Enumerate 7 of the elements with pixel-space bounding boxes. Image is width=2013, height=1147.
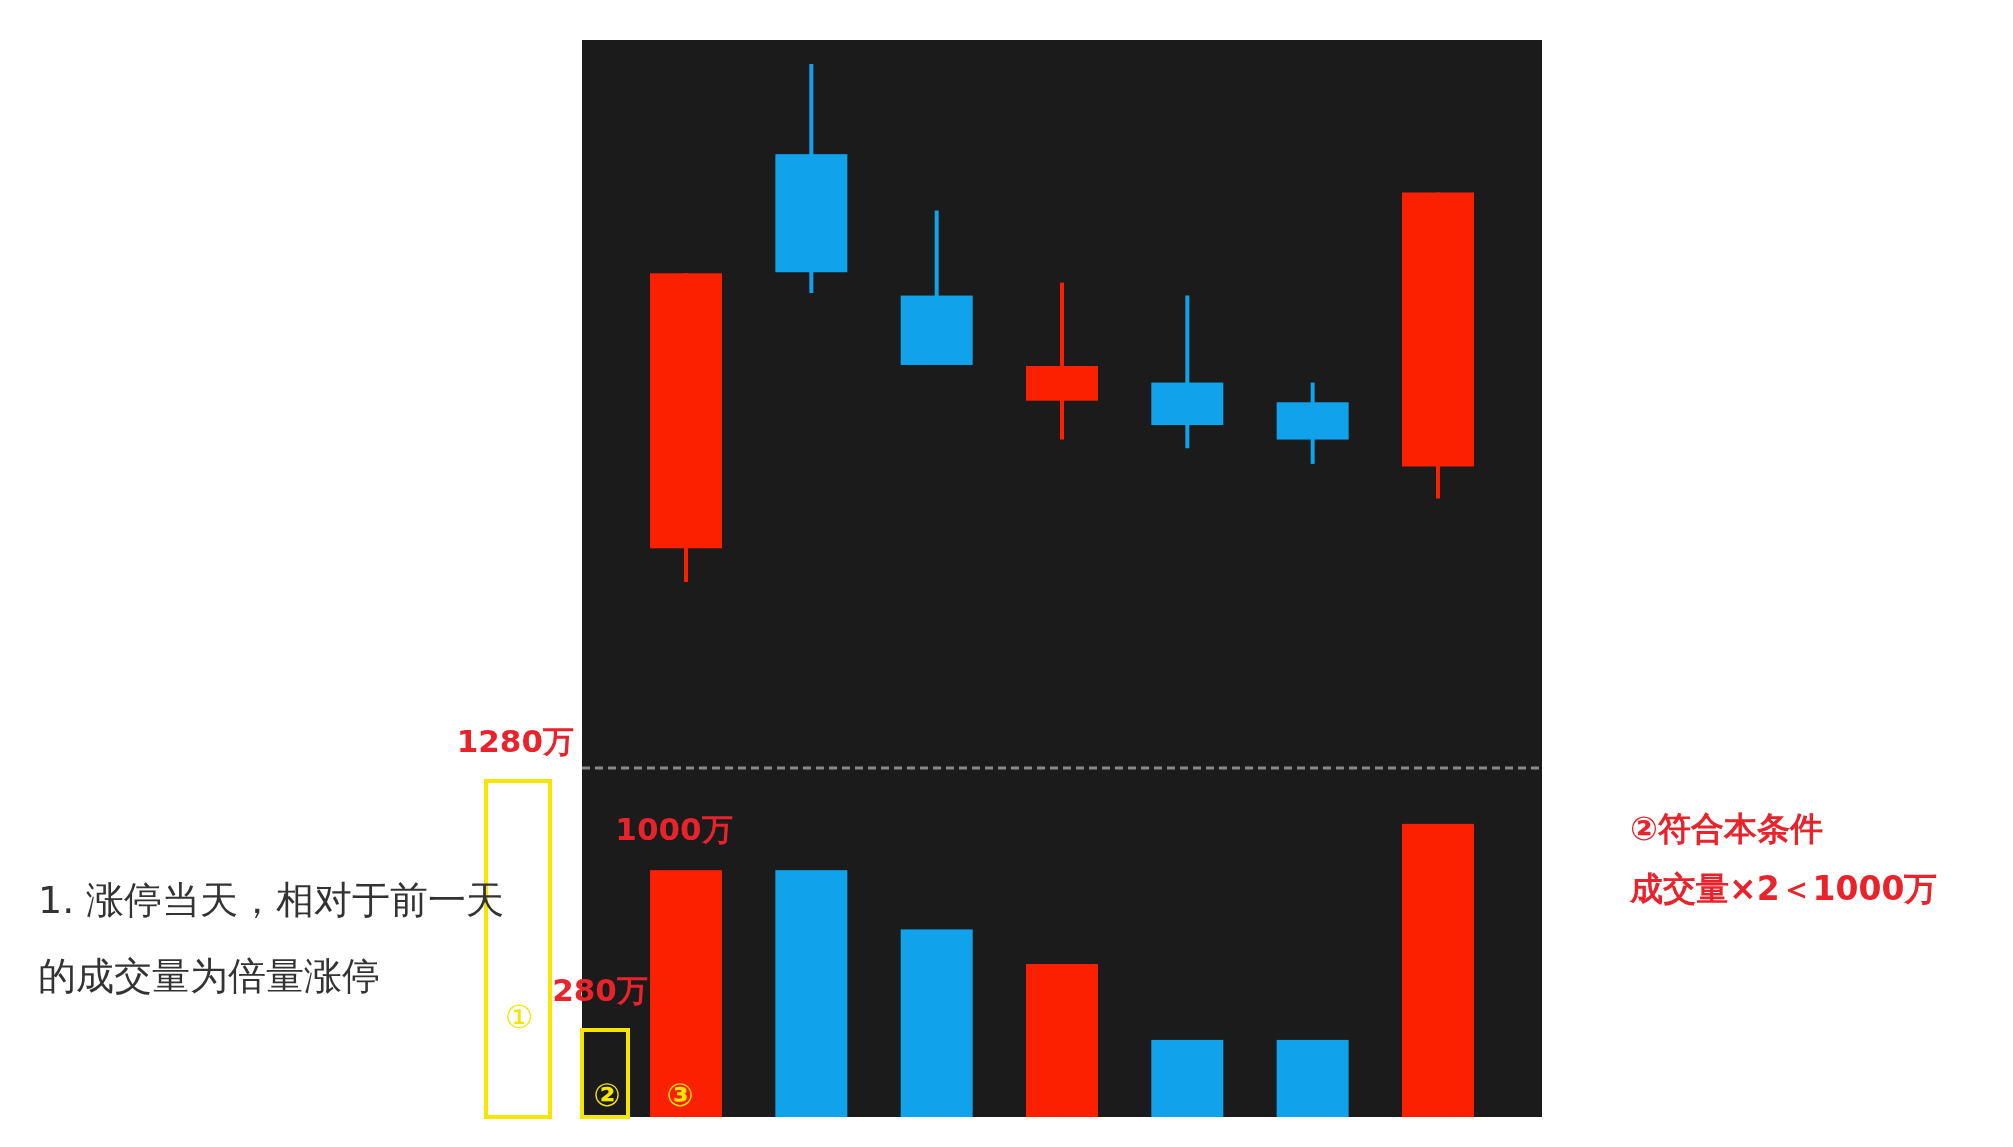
text: ① (504, 998, 534, 1036)
annotation: ② (593, 1076, 621, 1114)
annotation: 1000万 (615, 811, 733, 847)
text: 成交量×2＜1000万 (1629, 869, 1938, 908)
annotation: ③ (666, 1076, 694, 1114)
text: ②符合本条件 (1630, 809, 1823, 848)
text: 1280万 (456, 723, 574, 759)
